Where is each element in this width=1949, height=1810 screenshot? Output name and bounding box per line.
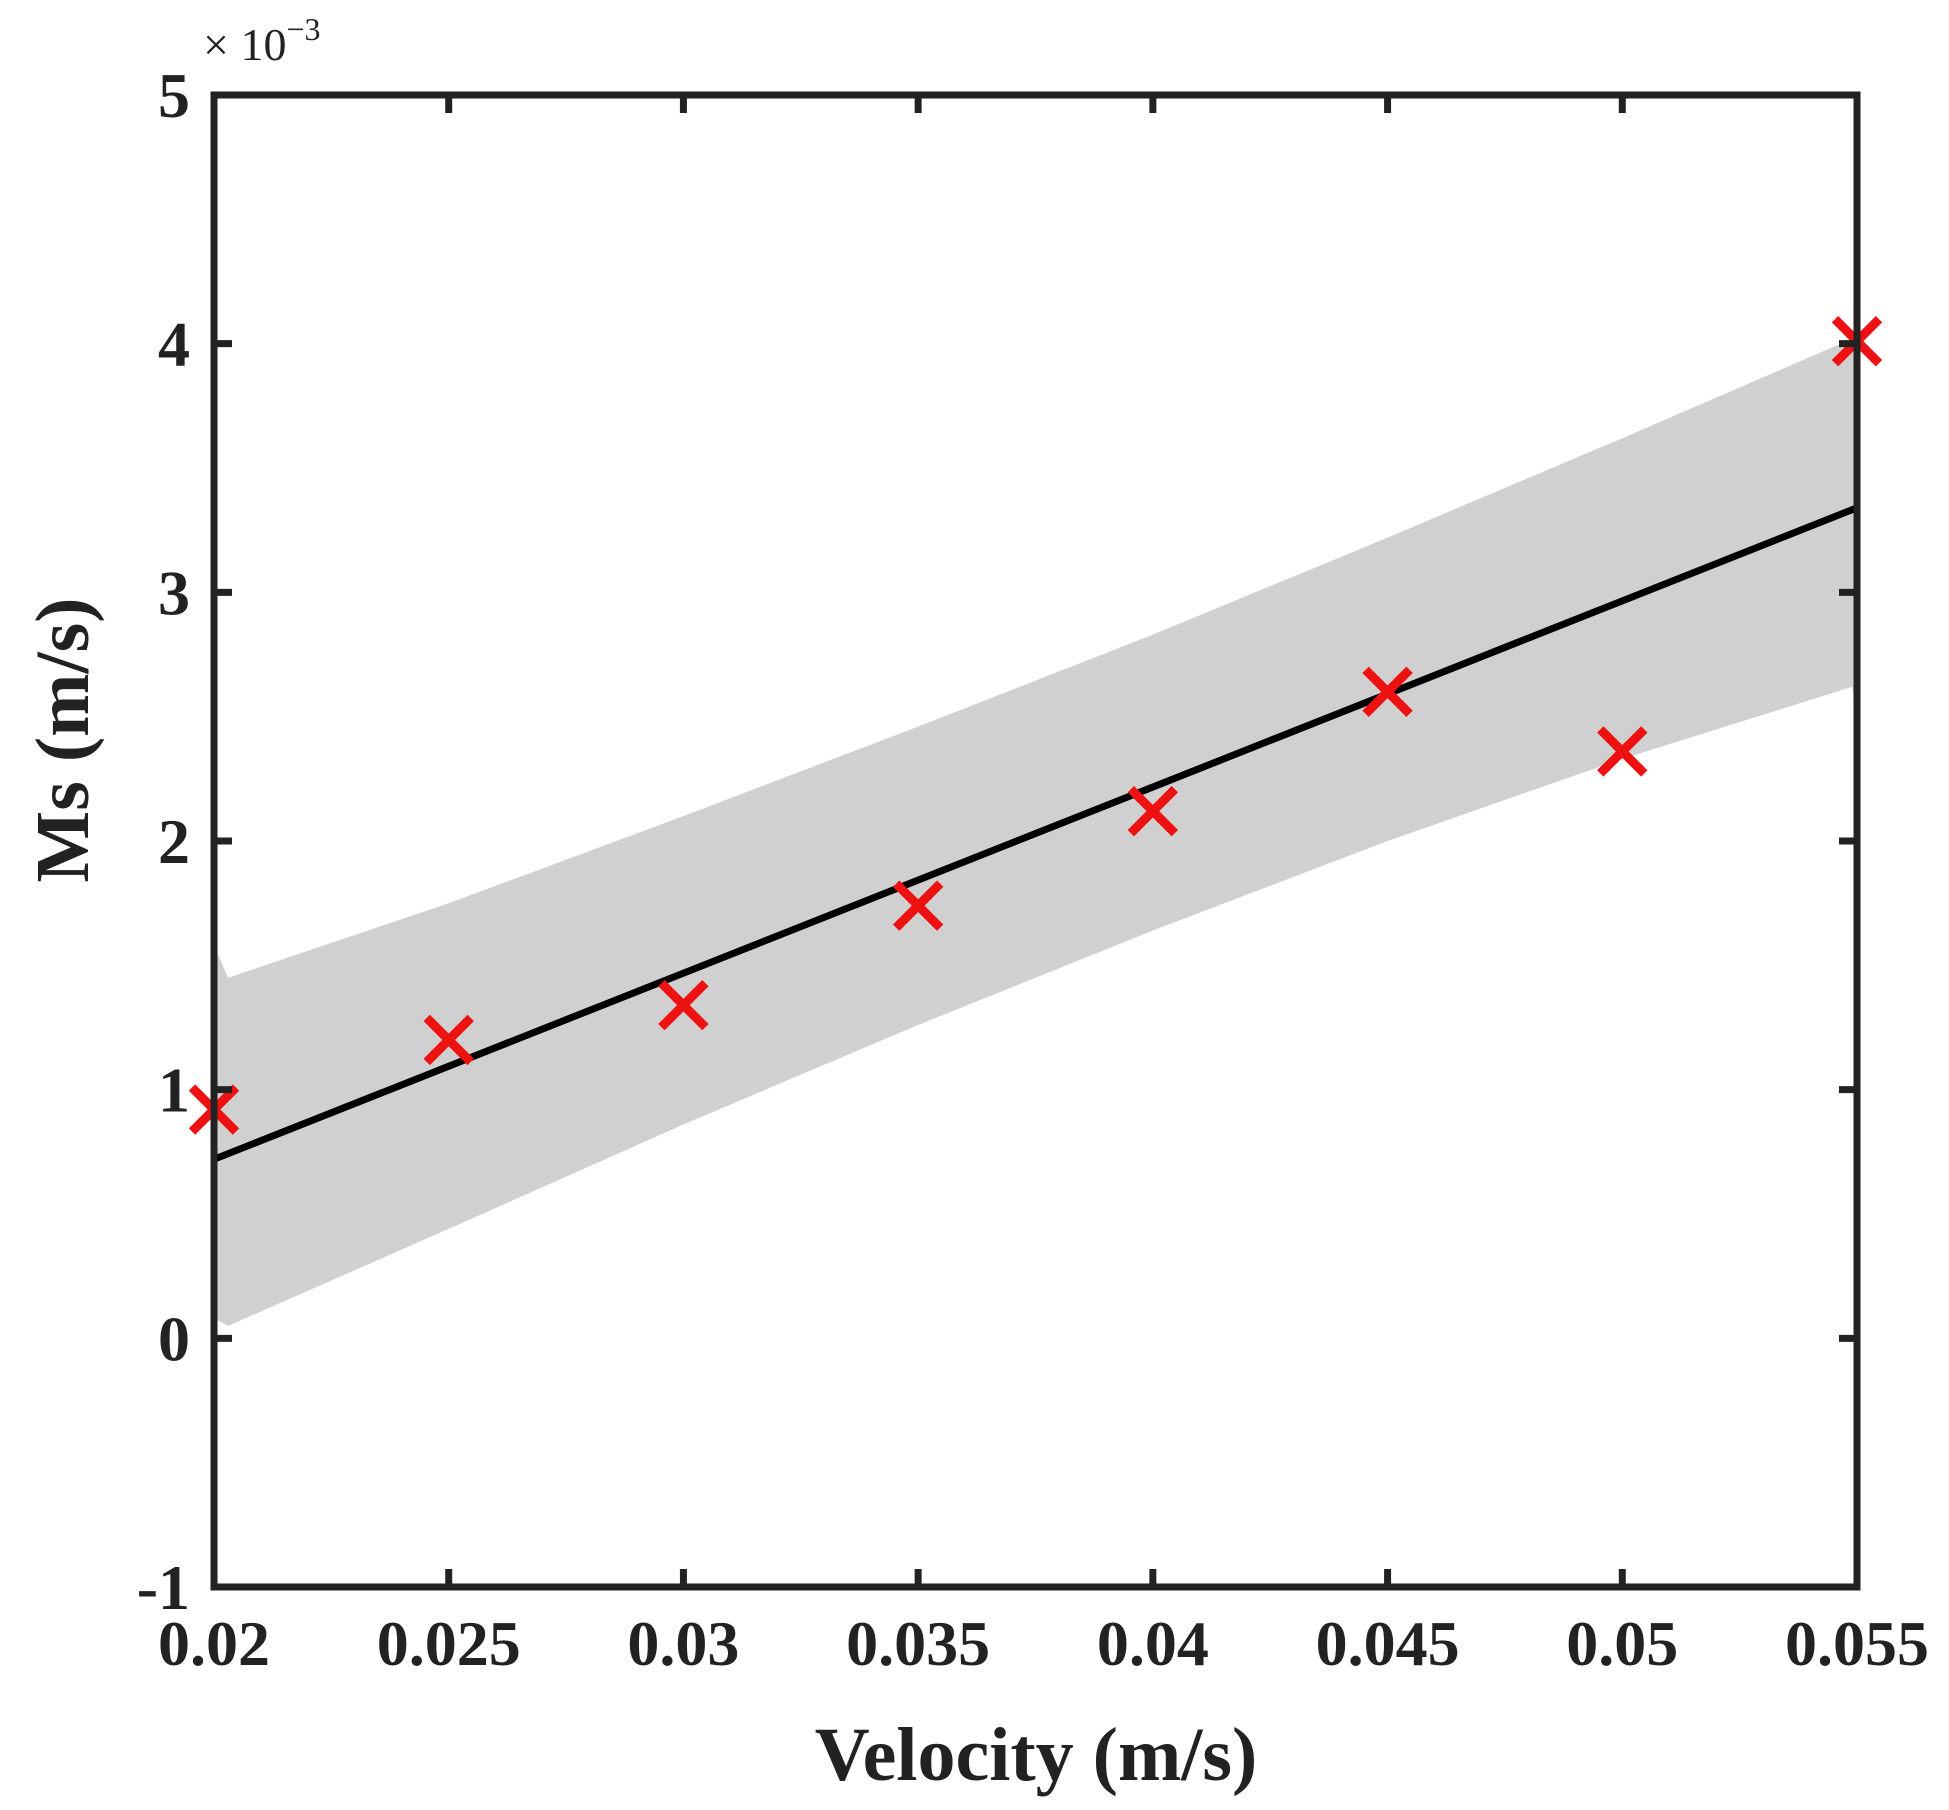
x-tick-label: 0.035	[846, 1608, 990, 1679]
y-tick-label: 1	[158, 1055, 190, 1126]
y-axis-multiplier-exponent: −3	[286, 11, 320, 47]
data-point-marker	[423, 1014, 474, 1066]
x-axis-title: Velocity (m/s)	[815, 1713, 1258, 1797]
data-point-marker	[1597, 726, 1648, 777]
y-tick-label: 0	[158, 1303, 190, 1374]
labels-layer: Velocity (m/s) Ms (m/s) × 10−3 0.02 0.025…	[21, 11, 1929, 1797]
data-point-marker	[658, 979, 709, 1031]
y-tick-label: 3	[158, 557, 190, 628]
y-tick-label: 4	[158, 309, 190, 380]
marker-stroke	[1127, 785, 1179, 837]
y-tick-label: 5	[158, 60, 190, 131]
x-tick-label: 0.025	[377, 1608, 521, 1679]
y-axis-multiplier-base: × 10	[203, 19, 286, 70]
marker-stroke	[658, 979, 709, 1031]
marker-stroke	[423, 1014, 474, 1066]
x-tick-label: 0.04	[1097, 1608, 1209, 1679]
marker-stroke	[892, 880, 944, 931]
x-tick-label: 0.05	[1566, 1608, 1678, 1679]
data-point-marker	[1362, 666, 1413, 717]
y-axis-title: Ms (m/s)	[21, 598, 105, 883]
y-axis-multiplier: × 10−3	[203, 11, 321, 70]
y-tick-label: -1	[137, 1552, 190, 1623]
x-tick-label: 0.055	[1785, 1608, 1929, 1679]
data-point-marker	[1127, 785, 1179, 837]
x-tick-label: 0.03	[627, 1608, 739, 1679]
x-tick-label: 0.045	[1316, 1608, 1460, 1679]
fit-line-layer	[212, 504, 1859, 1163]
x-tick-label: 0.02	[158, 1608, 270, 1679]
y-tick-label: 2	[158, 806, 190, 877]
data-point-marker	[892, 880, 944, 931]
axes-layer	[210, 91, 1861, 1591]
fit-line	[212, 504, 1859, 1163]
marker-stroke	[1362, 666, 1413, 717]
marker-stroke	[1597, 726, 1648, 777]
